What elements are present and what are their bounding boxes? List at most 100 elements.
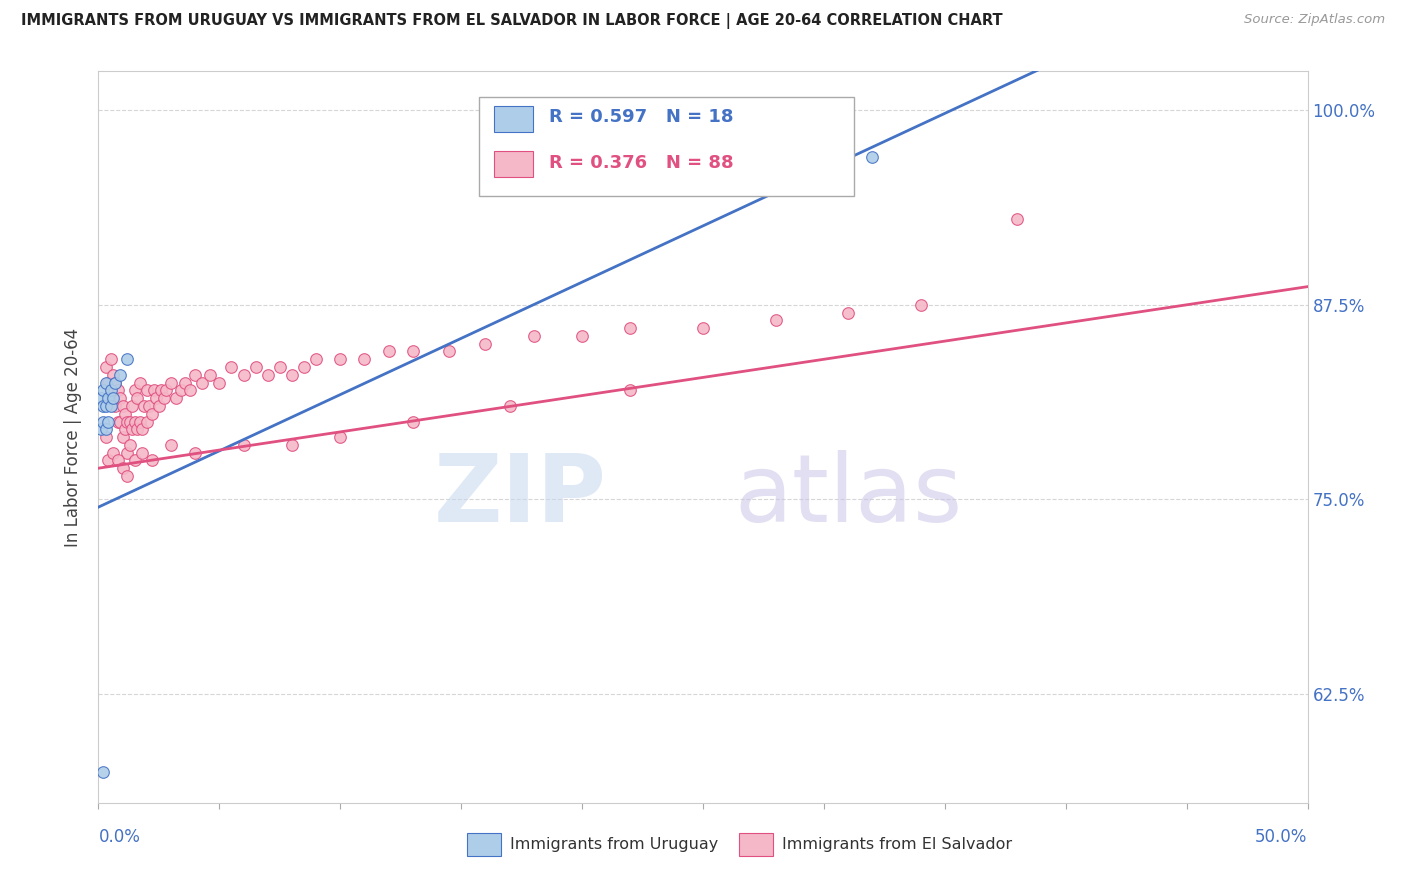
Point xyxy=(135,384,157,398)
Point xyxy=(131,445,153,459)
Point xyxy=(141,407,163,421)
Point xyxy=(135,415,157,429)
Point xyxy=(837,305,859,319)
Point xyxy=(117,469,139,483)
FancyBboxPatch shape xyxy=(494,151,533,178)
Text: IMMIGRANTS FROM URUGUAY VS IMMIGRANTS FROM EL SALVADOR IN LABOR FORCE | AGE 20-6: IMMIGRANTS FROM URUGUAY VS IMMIGRANTS FR… xyxy=(21,13,1002,29)
Point xyxy=(104,376,127,390)
Point xyxy=(97,376,120,390)
Point xyxy=(329,352,352,367)
Point xyxy=(100,384,122,398)
Point xyxy=(91,399,114,413)
Point xyxy=(94,422,117,436)
Point xyxy=(107,415,129,429)
Point xyxy=(292,359,315,374)
Text: 0.0%: 0.0% xyxy=(98,829,141,847)
Point xyxy=(692,321,714,335)
Point xyxy=(111,430,134,444)
Point xyxy=(165,391,187,405)
Point xyxy=(94,430,117,444)
Point xyxy=(117,445,139,459)
Text: Immigrants from Uruguay: Immigrants from Uruguay xyxy=(509,837,718,852)
Point xyxy=(221,359,243,374)
Point xyxy=(269,359,291,374)
Point xyxy=(104,376,127,390)
Text: R = 0.376   N = 88: R = 0.376 N = 88 xyxy=(550,153,734,172)
Point xyxy=(245,359,267,374)
Point xyxy=(281,438,304,452)
Point xyxy=(101,391,124,405)
Point xyxy=(329,430,352,444)
Point xyxy=(143,384,166,398)
Point xyxy=(100,399,122,413)
Point xyxy=(94,399,117,413)
Point xyxy=(101,391,124,405)
Point xyxy=(179,384,201,398)
Point xyxy=(619,384,641,398)
Point xyxy=(437,344,460,359)
Point xyxy=(150,384,173,398)
Point xyxy=(160,438,183,452)
Point xyxy=(305,352,328,367)
Point xyxy=(619,321,641,335)
Point xyxy=(91,764,114,779)
Point xyxy=(111,399,134,413)
Point xyxy=(174,376,197,390)
Point xyxy=(124,415,146,429)
Text: 50.0%: 50.0% xyxy=(1256,829,1308,847)
Point xyxy=(97,453,120,467)
Point xyxy=(155,384,177,398)
Point xyxy=(281,368,304,382)
Point xyxy=(198,368,221,382)
Point xyxy=(111,461,134,475)
Point xyxy=(138,399,160,413)
Point xyxy=(523,329,546,343)
Point xyxy=(108,391,131,405)
Point xyxy=(474,336,496,351)
FancyBboxPatch shape xyxy=(479,97,855,195)
Point xyxy=(402,415,425,429)
Point xyxy=(114,422,136,436)
Point xyxy=(1007,212,1029,227)
Point xyxy=(91,384,114,398)
Point xyxy=(910,298,932,312)
Point xyxy=(107,453,129,467)
Point xyxy=(232,368,254,382)
Point xyxy=(232,438,254,452)
Point xyxy=(402,344,425,359)
Point xyxy=(169,384,191,398)
Point xyxy=(141,453,163,467)
FancyBboxPatch shape xyxy=(467,833,501,856)
Point xyxy=(117,352,139,367)
Point xyxy=(353,352,375,367)
Point xyxy=(97,391,120,405)
Point xyxy=(121,422,143,436)
Point xyxy=(94,376,117,390)
Point xyxy=(184,445,207,459)
Point xyxy=(128,415,150,429)
Point xyxy=(108,368,131,382)
Point xyxy=(131,422,153,436)
Point xyxy=(256,368,278,382)
Text: Source: ZipAtlas.com: Source: ZipAtlas.com xyxy=(1244,13,1385,27)
Point xyxy=(101,445,124,459)
Point xyxy=(107,384,129,398)
Point xyxy=(94,359,117,374)
Text: ZIP: ZIP xyxy=(433,450,606,541)
Text: Immigrants from El Salvador: Immigrants from El Salvador xyxy=(782,837,1012,852)
Point xyxy=(90,422,112,436)
Point xyxy=(377,344,399,359)
Text: atlas: atlas xyxy=(734,450,962,541)
Point xyxy=(152,391,174,405)
Point xyxy=(118,415,141,429)
Point xyxy=(860,150,883,164)
Point xyxy=(145,391,167,405)
Point xyxy=(118,438,141,452)
Point xyxy=(90,391,112,405)
Point xyxy=(91,415,114,429)
Point xyxy=(124,453,146,467)
Point xyxy=(128,376,150,390)
Point xyxy=(100,384,122,398)
Point xyxy=(117,415,139,429)
FancyBboxPatch shape xyxy=(740,833,773,856)
